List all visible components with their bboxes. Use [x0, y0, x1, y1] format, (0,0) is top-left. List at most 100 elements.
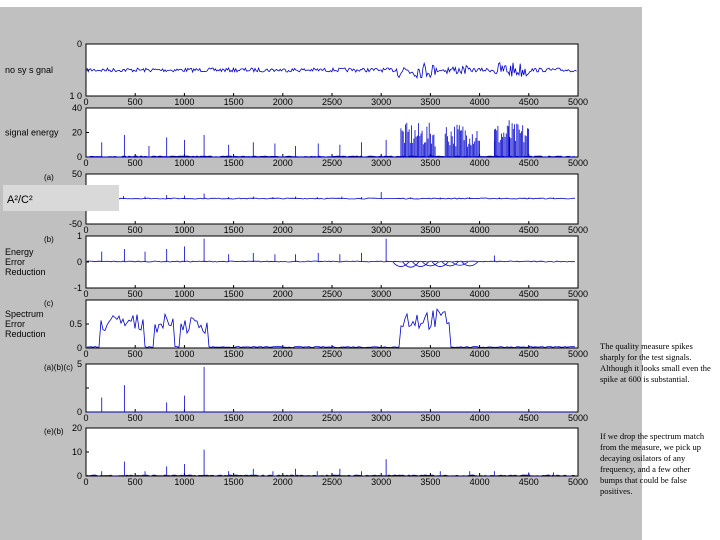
- panel-b-xtick-label: 4000: [470, 289, 490, 299]
- panel-c-xtick-label: 4000: [470, 349, 490, 359]
- panel-b-xtick-label: 5000: [568, 289, 588, 299]
- panel-b-dip: [441, 261, 459, 267]
- panel-ab-xtick-label: 500: [128, 477, 143, 487]
- panel-ab-xtick-label: 5000: [568, 477, 588, 487]
- panel-c-xtick-label: 1500: [224, 349, 244, 359]
- panel-a-xtick-label: 3000: [371, 225, 391, 235]
- panel-ab-xtick-label: 4000: [470, 477, 490, 487]
- signal-energy-baseline: [86, 155, 576, 158]
- panel-b-xtick-label: 2000: [273, 289, 293, 299]
- signal-energy-xtick-label: 500: [128, 158, 143, 168]
- signal-energy-xtick-label: 3000: [371, 158, 391, 168]
- panel-c-xtick-label: 3500: [420, 349, 440, 359]
- panel-abc-xtick-label: 2000: [273, 413, 293, 423]
- panel-b-axes: [85, 235, 579, 289]
- noisy-signal-xtick-label: 4500: [519, 97, 539, 107]
- panel-c-xtick-label: 500: [128, 349, 143, 359]
- panel-a-ytick-label: 50: [72, 169, 82, 179]
- formula-label: A²/C²: [7, 194, 33, 206]
- annotation-drop-spectrum: If we drop the spectrum match from the m…: [600, 431, 705, 496]
- panel-b-xtick-label: 3000: [371, 289, 391, 299]
- noisy-signal-trace: [86, 61, 577, 80]
- panel-b-xtick-label: 0: [83, 289, 88, 299]
- noisy-signal-xtick-label: 1000: [174, 97, 194, 107]
- panel-abc-xtick-label: 5000: [568, 413, 588, 423]
- annotation-quality-measure: The quality measure spikes sharply for t…: [600, 341, 711, 384]
- signal-energy-ylabel: signal energy: [5, 128, 59, 138]
- panel-c-xtick-label: 4500: [519, 349, 539, 359]
- panel-b-dip: [451, 261, 469, 266]
- panel-b-xtick-label: 4500: [519, 289, 539, 299]
- panel-c-ytick-label: 0: [77, 343, 82, 353]
- panel-abc-xtick-label: 2500: [322, 413, 342, 423]
- signal-energy-xtick-label: 4500: [519, 158, 539, 168]
- panel-ab-xtick-label: 3000: [371, 477, 391, 487]
- signal-energy-burst: [400, 122, 436, 157]
- panel-abc-xtick-label: 1000: [174, 413, 194, 423]
- panel-ab-axes: [85, 427, 579, 477]
- signal-energy-xtick-label: 1500: [224, 158, 244, 168]
- noisy-signal-xtick-label: 2000: [273, 97, 293, 107]
- panel-a-xtick-label: 1000: [174, 225, 194, 235]
- panel-a-xtick-label: 2000: [273, 225, 293, 235]
- panel-b-dip: [392, 261, 410, 267]
- panel-b-dip: [431, 261, 449, 267]
- panel-ab-ytick-label: 10: [72, 447, 82, 457]
- panel-b-trace: [86, 238, 576, 268]
- panel-abc-xtick-label: 500: [128, 413, 143, 423]
- signal-energy-ytick-label: 0: [77, 152, 82, 162]
- noisy-signal-xtick-label: 2500: [322, 97, 342, 107]
- panel-ab-xtick-label: 2000: [273, 477, 293, 487]
- panel-c-ylabel: Reduction: [5, 329, 46, 339]
- panel-c-xtick-label: 2000: [273, 349, 293, 359]
- panel-a-xtick-label: 5000: [568, 225, 588, 235]
- panel-c-xtick-label: 5000: [568, 349, 588, 359]
- panel-c-ylabel: Error: [5, 319, 25, 329]
- panel-b-baseline: [86, 260, 576, 263]
- noisy-signal-ytick-label: 1 0: [69, 91, 82, 101]
- panel-b-ylabel: Reduction: [5, 267, 46, 277]
- noisy-signal-ylabel: no sy s gnal: [5, 65, 53, 75]
- panel-b-xtick-label: 500: [128, 289, 143, 299]
- noisy-signal-xtick-label: 0: [83, 97, 88, 107]
- panel-abc-xtick-label: 0: [83, 413, 88, 423]
- noisy-signal-xtick-label: 1500: [224, 97, 244, 107]
- panel-c-label: (c): [44, 299, 54, 308]
- panel-a-baseline: [86, 197, 576, 200]
- signal-energy-xtick-label: 4000: [470, 158, 490, 168]
- panel-abc-xtick-label: 3000: [371, 413, 391, 423]
- panel-ab-xtick-label: 1500: [224, 477, 244, 487]
- panel-b-dip: [412, 261, 429, 267]
- signal-energy-xtick-label: 5000: [568, 158, 588, 168]
- noisy-signal-line: [86, 61, 577, 80]
- panel-ab-xtick-label: 3500: [420, 477, 440, 487]
- panel-ab-baseline: [86, 474, 576, 477]
- panel-a-xtick-label: 4500: [519, 225, 539, 235]
- panel-b-dip: [461, 261, 479, 267]
- panel-ab-xtick-label: 2500: [322, 477, 342, 487]
- signal-energy-xtick-label: 2500: [322, 158, 342, 168]
- panel-c-xtick-label: 2500: [322, 349, 342, 359]
- panel-b-xtick-label: 1500: [224, 289, 244, 299]
- signal-energy-axes: [85, 107, 579, 158]
- panel-ab-label: (e)(b): [44, 427, 64, 436]
- noisy-signal-xtick-label: 3000: [371, 97, 391, 107]
- formula-box: [3, 185, 119, 211]
- noisy-signal-ytick-label: 0: [77, 39, 82, 49]
- panel-abc-xtick-label: 1500: [224, 413, 244, 423]
- panel-b-xtick-label: 1000: [174, 289, 194, 299]
- panel-ab-ytick-label: 0: [77, 471, 82, 481]
- signal-energy-ytick-label: 20: [72, 128, 82, 138]
- panel-abc-xtick-label: 4500: [519, 413, 539, 423]
- signal-energy-xtick-label: 0: [83, 158, 88, 168]
- signal-energy-trace: [86, 120, 576, 158]
- panel-abc-label: (a)(b)(c): [44, 363, 73, 372]
- noisy-signal-xtick-label: 3500: [420, 97, 440, 107]
- panel-a-xtick-label: 4000: [470, 225, 490, 235]
- panel-abc-ytick-label: 0: [77, 407, 82, 417]
- noisy-signal-xtick-label: 500: [128, 97, 143, 107]
- signal-energy-xtick-label: 2000: [273, 158, 293, 168]
- signal-energy-xtick-label: 1000: [174, 158, 194, 168]
- panel-c-trace: [87, 308, 576, 349]
